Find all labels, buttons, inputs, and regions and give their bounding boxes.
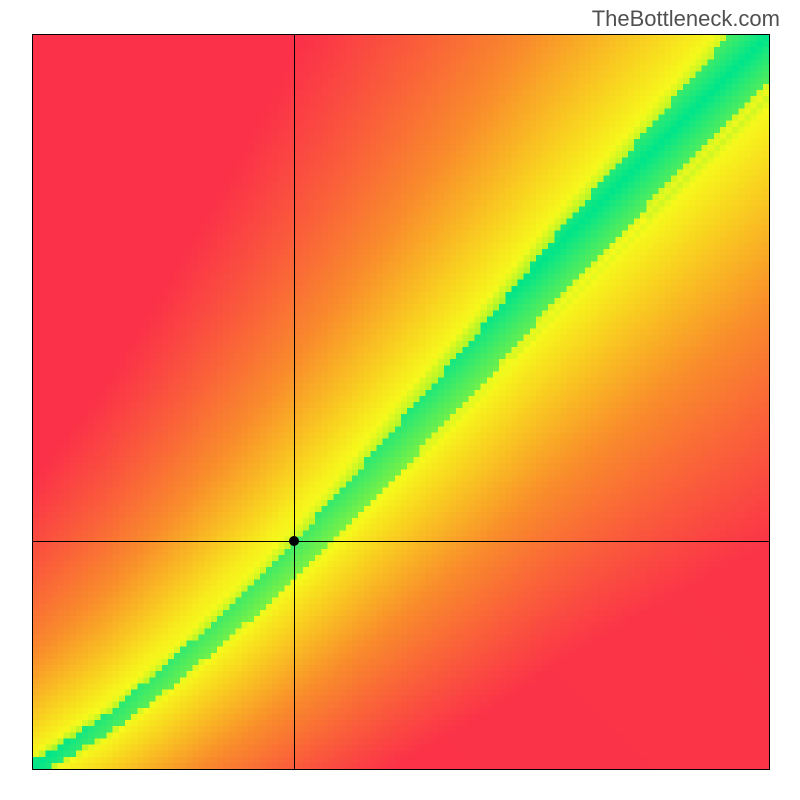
data-point-marker bbox=[289, 536, 299, 546]
crosshair-horizontal bbox=[33, 541, 769, 542]
watermark-text: TheBottleneck.com bbox=[592, 6, 780, 32]
crosshair-vertical bbox=[294, 35, 295, 769]
heatmap-plot-area bbox=[32, 34, 770, 770]
heatmap-canvas bbox=[33, 35, 769, 769]
